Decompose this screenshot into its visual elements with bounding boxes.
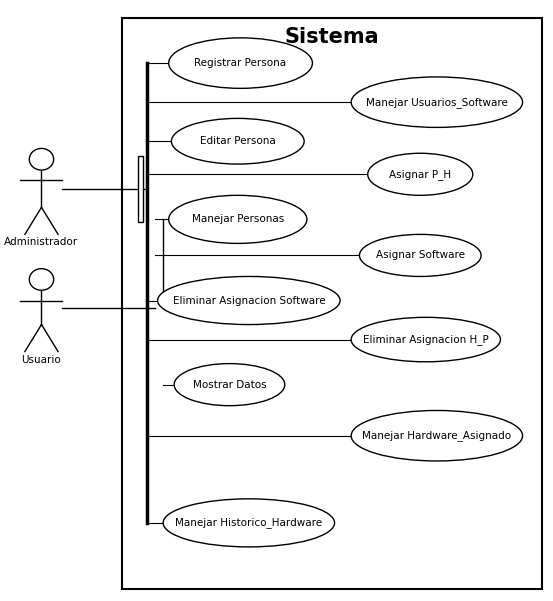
- Text: Editar Persona: Editar Persona: [200, 136, 275, 146]
- Ellipse shape: [359, 234, 481, 276]
- Ellipse shape: [163, 499, 335, 547]
- Bar: [122, 18, 542, 589]
- Ellipse shape: [29, 148, 54, 170]
- Text: Manejar Historico_Hardware: Manejar Historico_Hardware: [175, 517, 322, 528]
- Text: Manejar Personas: Manejar Personas: [192, 215, 284, 224]
- Ellipse shape: [368, 153, 473, 195]
- Text: Asignar Software: Asignar Software: [376, 251, 465, 260]
- Text: Eliminar Asignacion Software: Eliminar Asignacion Software: [173, 296, 325, 305]
- Ellipse shape: [351, 317, 500, 362]
- Text: Eliminar Asignacion H_P: Eliminar Asignacion H_P: [363, 334, 489, 345]
- Ellipse shape: [29, 269, 54, 290]
- Text: Manejar Hardware_Asignado: Manejar Hardware_Asignado: [362, 430, 512, 441]
- Ellipse shape: [169, 195, 307, 243]
- Ellipse shape: [158, 276, 340, 325]
- Text: Sistema: Sistema: [284, 27, 379, 47]
- Ellipse shape: [351, 77, 523, 127]
- Text: Registrar Persona: Registrar Persona: [195, 58, 286, 68]
- Text: Manejar Usuarios_Software: Manejar Usuarios_Software: [366, 97, 508, 108]
- Ellipse shape: [169, 38, 312, 88]
- Text: Administrador: Administrador: [4, 237, 79, 248]
- Ellipse shape: [171, 118, 304, 164]
- Text: Mostrar Datos: Mostrar Datos: [192, 380, 267, 389]
- Ellipse shape: [351, 410, 523, 461]
- Ellipse shape: [174, 364, 285, 406]
- Text: Asignar P_H: Asignar P_H: [389, 169, 451, 180]
- Bar: [138, 156, 143, 222]
- Text: Usuario: Usuario: [22, 355, 61, 365]
